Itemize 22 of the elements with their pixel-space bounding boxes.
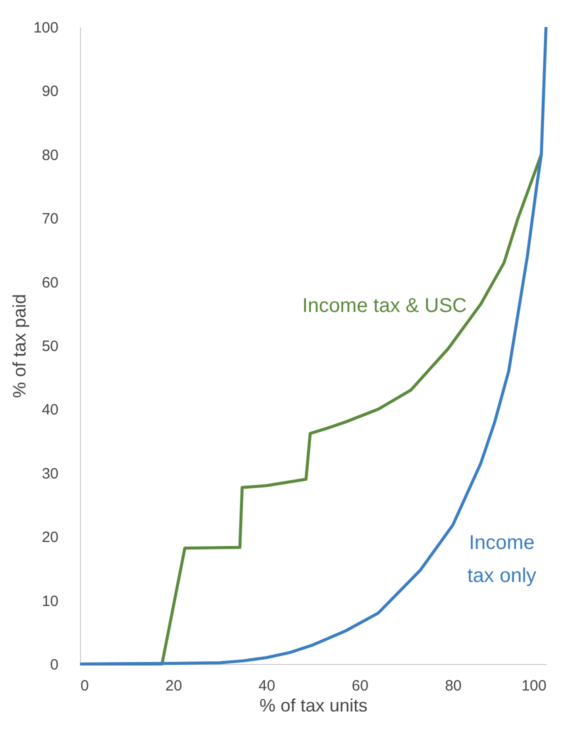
y-tick-label: 70: [42, 210, 58, 228]
x-tick-label: 0: [80, 678, 89, 694]
y-tick-label: 0: [50, 656, 58, 674]
series-label: Income tax & USC: [302, 295, 467, 318]
y-tick-label: 60: [42, 274, 58, 292]
x-tick-label: 100: [521, 678, 546, 694]
y-tick-label: 20: [42, 529, 58, 546]
y-tick-label: 100: [33, 20, 58, 36]
x-tick-label: 40: [258, 678, 276, 694]
line-series: [78, 26, 548, 666]
x-tick-label: 80: [444, 678, 462, 694]
x-tick-label: 60: [352, 678, 368, 694]
y-tick-label: 30: [42, 465, 58, 482]
x-axis-title: % of tax units: [259, 696, 368, 716]
y-axis-title: % of tax paid: [9, 294, 30, 398]
y-tick-label: 10: [42, 592, 58, 610]
y-tick-label: 40: [42, 402, 58, 419]
series-label: Income tax only: [467, 532, 536, 588]
y-tick-label: 50: [42, 338, 58, 355]
x-tick-label: 20: [165, 678, 182, 694]
y-tick-label: 90: [42, 83, 58, 100]
y-tick-label: 80: [42, 146, 58, 164]
